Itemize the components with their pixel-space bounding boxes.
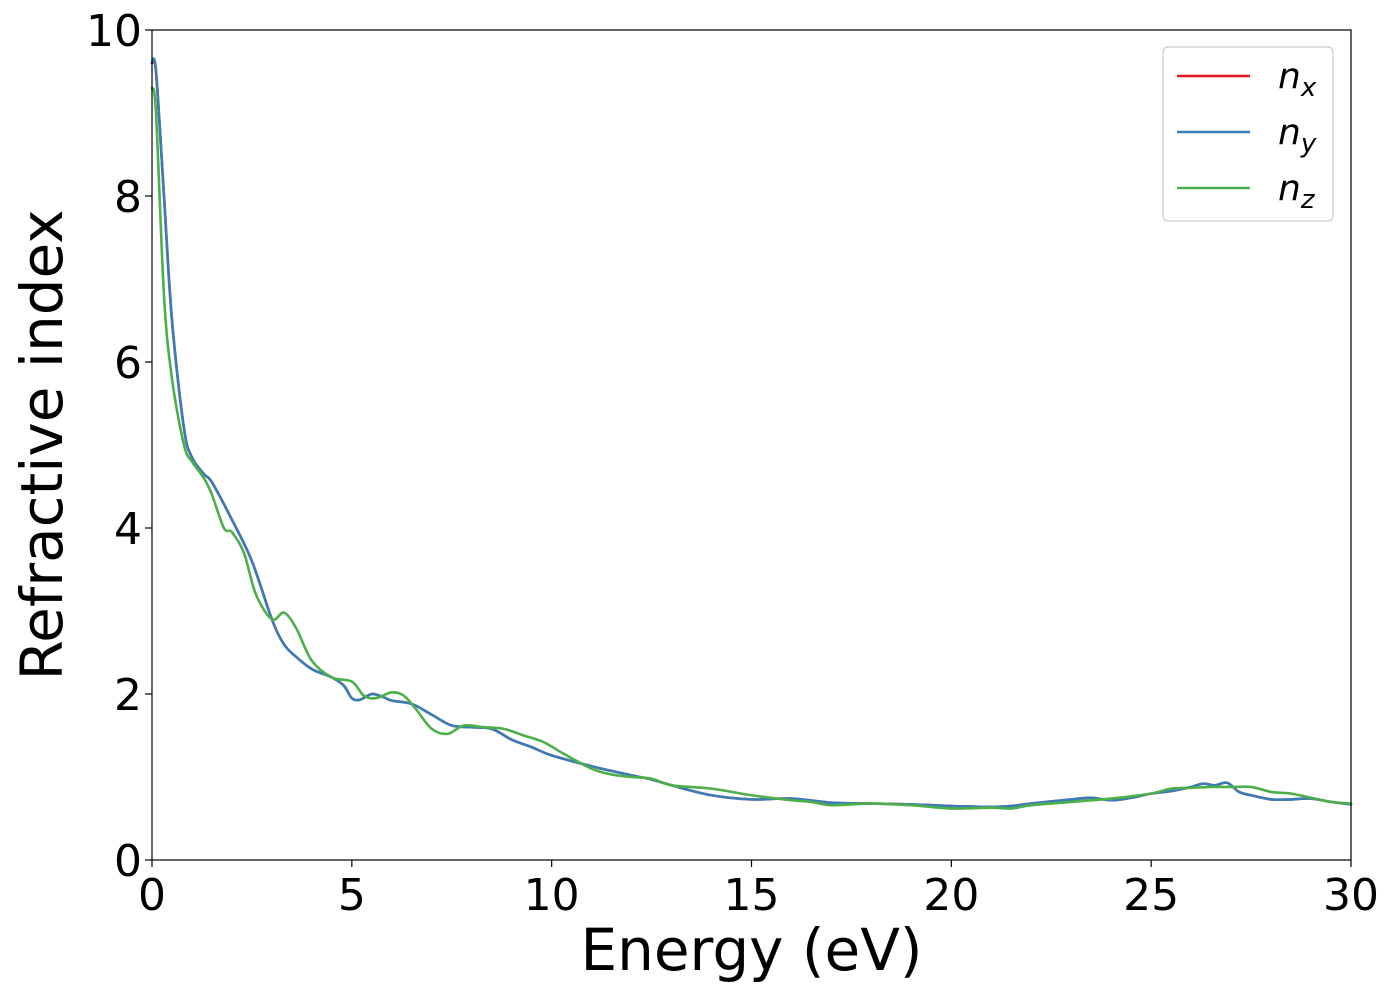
- legend-label-n-y: ny: [1278, 112, 1317, 159]
- x-tick-label: 10: [524, 870, 580, 921]
- y-tick-label: 6: [114, 338, 142, 389]
- legend-label-base: n: [1278, 168, 1301, 209]
- plot-area: [152, 30, 1351, 860]
- legend-label-base: n: [1278, 56, 1301, 97]
- legend-label-subscript: z: [1300, 185, 1316, 215]
- y-tick-label: 2: [114, 670, 142, 721]
- legend-label-base: n: [1278, 112, 1301, 153]
- x-tick-label: 30: [1323, 870, 1379, 921]
- series-layer: [150, 57, 1353, 810]
- x-tick-label: 20: [923, 870, 979, 921]
- legend-label-n-x: nx: [1278, 56, 1317, 103]
- series-line-n-z: [150, 86, 1353, 810]
- legend-label-n-z: nz: [1278, 168, 1316, 215]
- legend-box: [1162, 46, 1334, 222]
- x-tick-label: 25: [1123, 870, 1179, 921]
- x-axis-label: Energy (eV): [580, 916, 922, 984]
- y-tick-label: 4: [114, 504, 142, 555]
- y-axis-label: Refractive index: [8, 209, 76, 680]
- legend-label-subscript: x: [1300, 73, 1317, 103]
- y-axis: 0 2 4 6 8 10: [86, 6, 152, 887]
- legend-label-subscript: y: [1300, 129, 1317, 159]
- x-tick-label: 5: [338, 870, 366, 921]
- y-tick-label: 10: [86, 6, 142, 57]
- y-tick-label: 0: [114, 836, 142, 887]
- y-tick-label: 8: [114, 172, 142, 223]
- x-tick-label: 0: [138, 870, 166, 921]
- x-tick-label: 15: [724, 870, 780, 921]
- x-axis: 0 5 10 15 20 25 30: [138, 860, 1379, 921]
